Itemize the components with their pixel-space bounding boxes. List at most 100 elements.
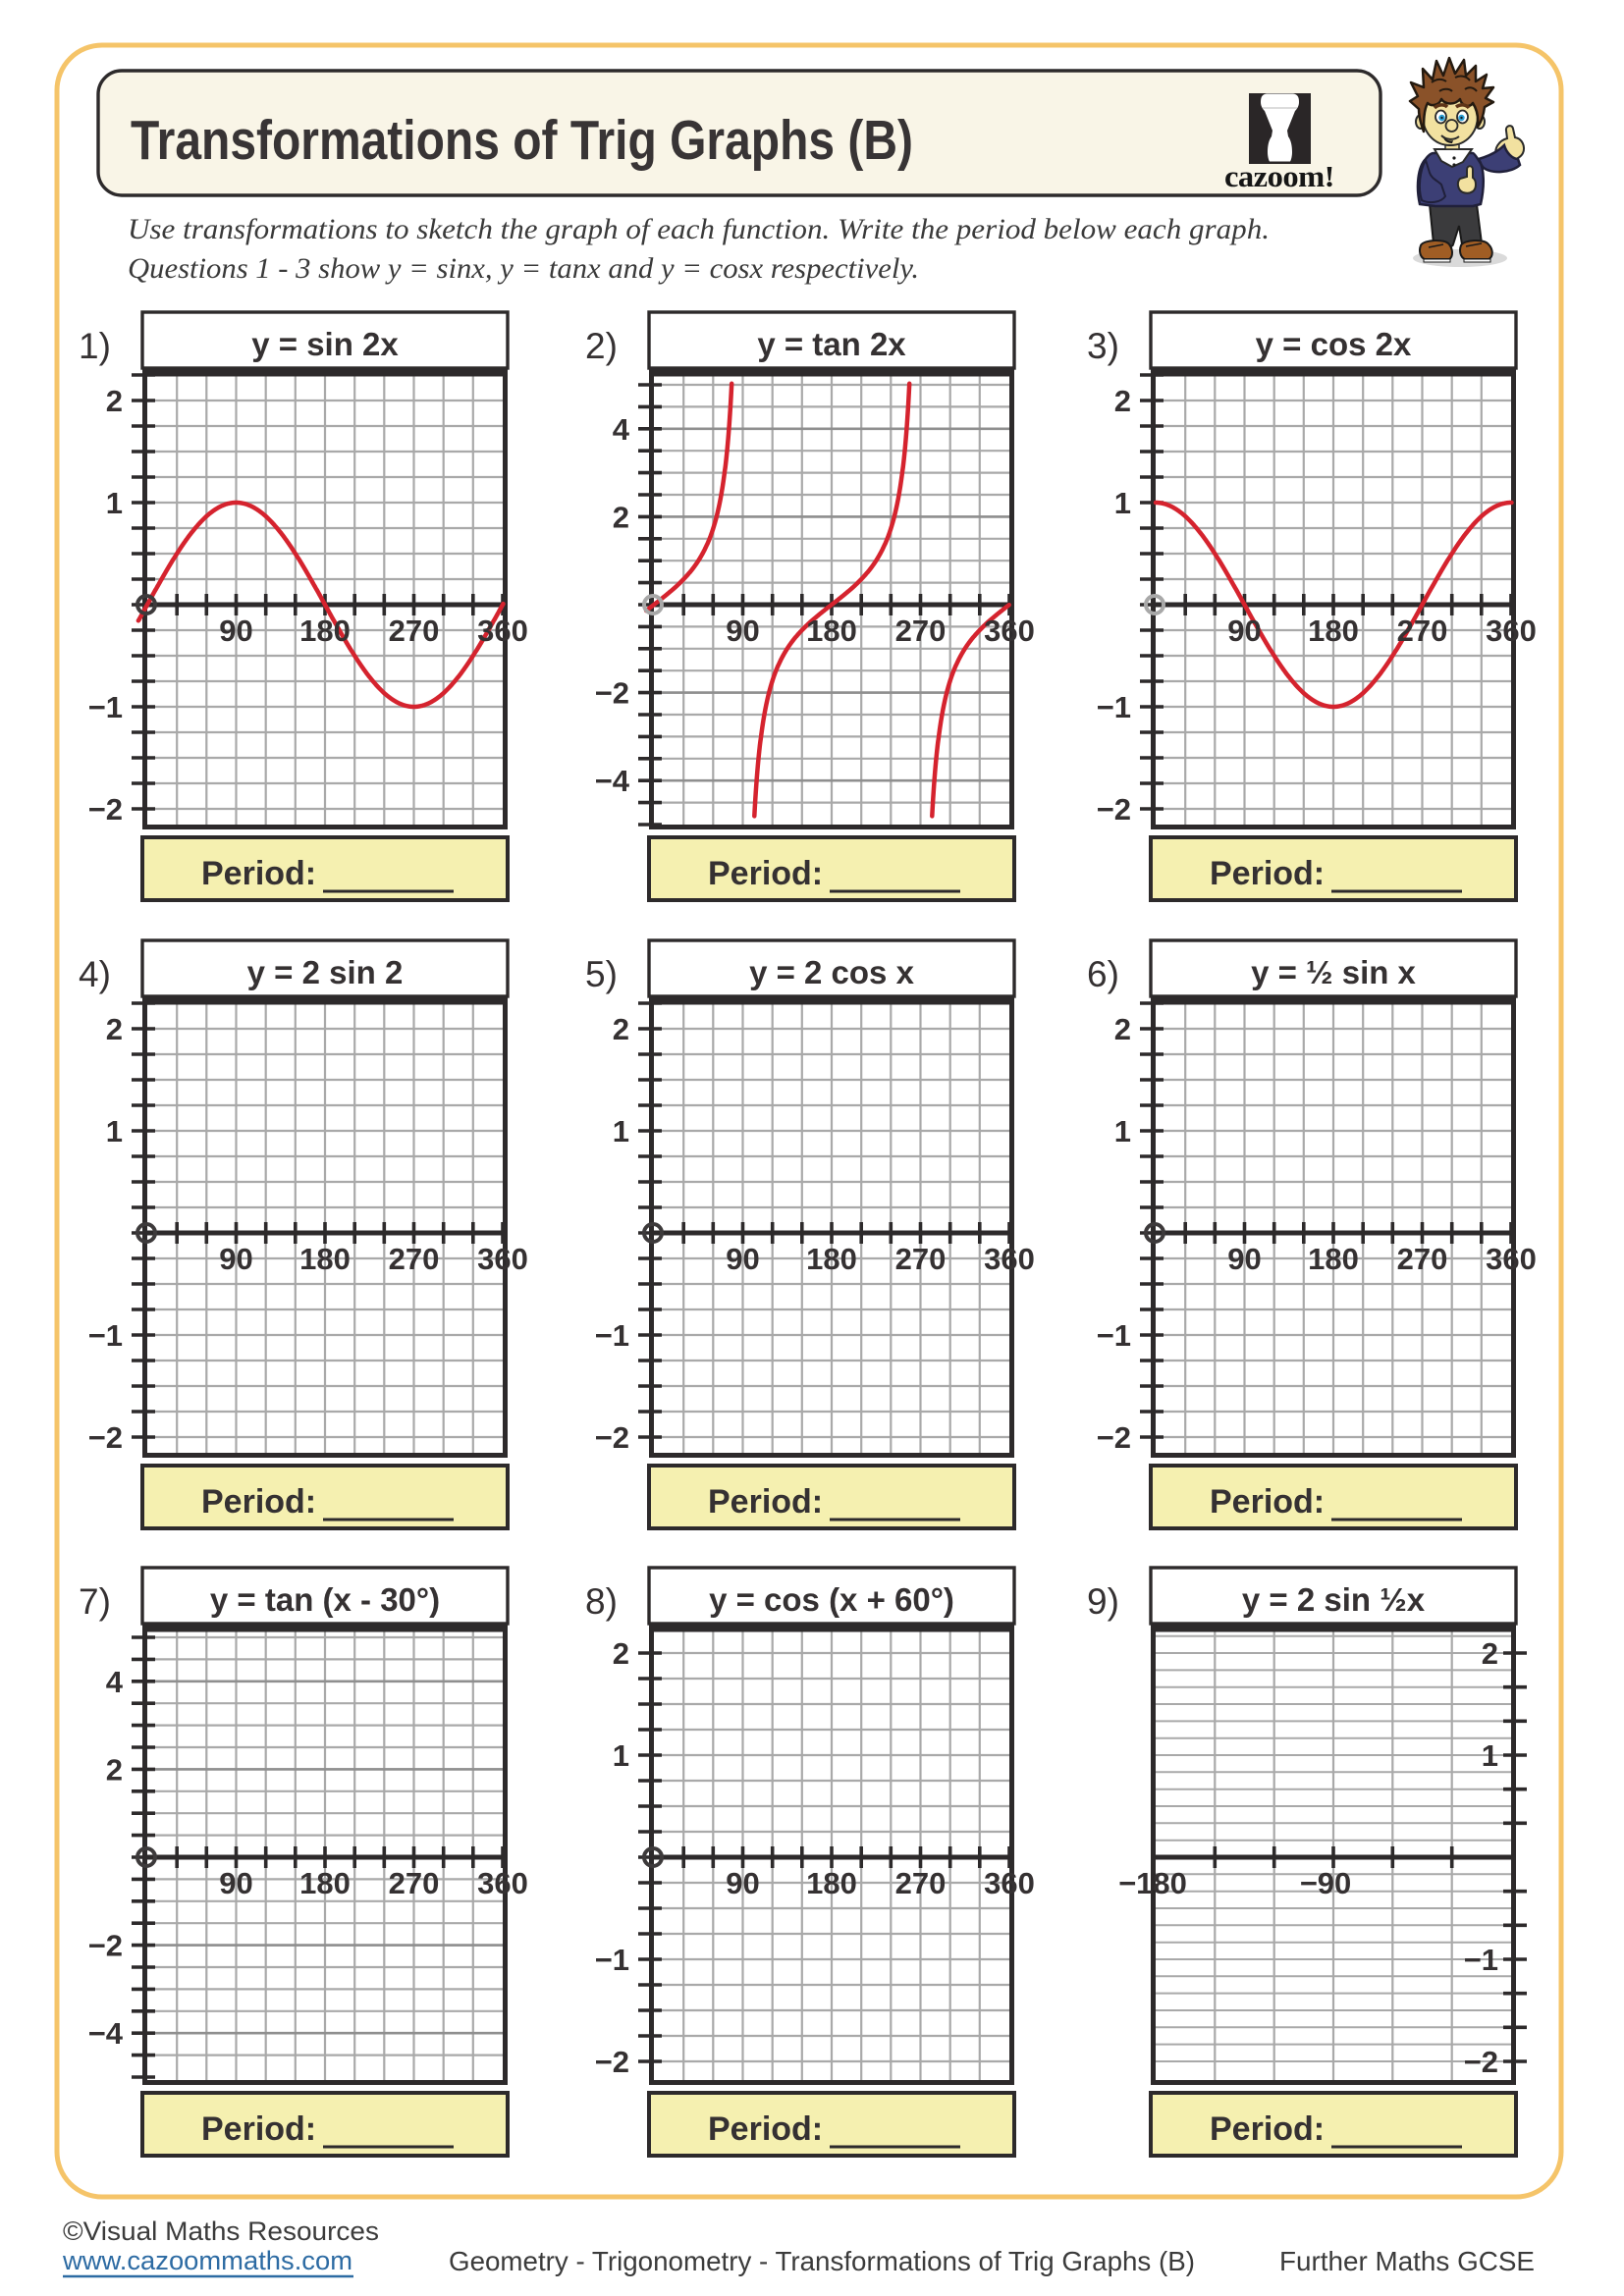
- svg-text:Geometry - Trigonometry - Tran: Geometry - Trigonometry - Transformation…: [449, 2246, 1195, 2276]
- svg-text:Period:: Period:: [708, 855, 823, 892]
- svg-text:270: 270: [895, 1242, 947, 1276]
- svg-text:−2: −2: [88, 1929, 123, 1963]
- svg-text:−1: −1: [595, 1318, 629, 1353]
- svg-text:1): 1): [79, 326, 111, 366]
- svg-text:180: 180: [1308, 1242, 1359, 1276]
- svg-text:−2: −2: [1097, 792, 1131, 827]
- svg-text:−4: −4: [88, 2016, 124, 2051]
- svg-text:270: 270: [389, 1866, 440, 1900]
- svg-text:1: 1: [106, 486, 123, 520]
- svg-text:y = tan 2x: y = tan 2x: [757, 326, 906, 362]
- svg-text:−2: −2: [88, 792, 123, 827]
- svg-text:360: 360: [984, 1866, 1035, 1900]
- svg-text:90: 90: [726, 1242, 759, 1276]
- svg-text:−180: −180: [1118, 1866, 1187, 1900]
- svg-text:2: 2: [106, 384, 123, 418]
- svg-text:270: 270: [389, 614, 440, 648]
- svg-text:Transformations of Trig Graphs: Transformations of Trig Graphs (B): [131, 109, 913, 172]
- svg-text:90: 90: [219, 1242, 252, 1276]
- svg-text:2: 2: [613, 1012, 629, 1046]
- svg-text:Period:: Period:: [1210, 2110, 1325, 2148]
- svg-text:360: 360: [477, 614, 528, 648]
- svg-text:−2: −2: [595, 2045, 629, 2079]
- svg-text:−1: −1: [1097, 1318, 1131, 1353]
- svg-text:2: 2: [1114, 1012, 1131, 1046]
- svg-text:y = 2 sin ½x: y = 2 sin ½x: [1242, 1581, 1426, 1618]
- svg-text:3): 3): [1087, 326, 1119, 366]
- svg-text:2: 2: [1482, 1636, 1498, 1671]
- svg-text:180: 180: [806, 1866, 857, 1900]
- svg-text:1: 1: [1114, 486, 1131, 520]
- svg-text:4: 4: [106, 1665, 124, 1699]
- svg-text:270: 270: [1397, 614, 1448, 648]
- svg-text:8): 8): [585, 1581, 618, 1622]
- svg-text:Period:: Period:: [201, 2110, 316, 2148]
- svg-text:360: 360: [477, 1242, 528, 1276]
- svg-text:1: 1: [613, 1114, 629, 1148]
- svg-text:2): 2): [585, 326, 618, 366]
- svg-text:−2: −2: [595, 676, 629, 711]
- svg-text:4: 4: [613, 412, 630, 447]
- svg-text:y = 2 sin 2: y = 2 sin 2: [247, 954, 404, 990]
- svg-text:1: 1: [1114, 1114, 1131, 1148]
- svg-text:180: 180: [299, 1242, 351, 1276]
- svg-text:90: 90: [219, 614, 252, 648]
- svg-text:Questions 1 - 3 show y = sinx,: Questions 1 - 3 show y = sinx, y = tanx …: [128, 252, 919, 285]
- svg-text:270: 270: [1397, 1242, 1448, 1276]
- svg-text:−2: −2: [1097, 1420, 1131, 1455]
- svg-text:y = tan (x - 30°): y = tan (x - 30°): [210, 1581, 440, 1618]
- svg-text:5): 5): [585, 954, 618, 994]
- svg-text:180: 180: [299, 1866, 351, 1900]
- svg-text:2: 2: [1114, 384, 1131, 418]
- svg-text:−1: −1: [595, 1943, 629, 1977]
- svg-text:−4: −4: [595, 764, 630, 798]
- svg-text:180: 180: [1308, 614, 1359, 648]
- svg-text:7): 7): [79, 1581, 111, 1622]
- svg-text:−2: −2: [595, 1420, 629, 1455]
- svg-text:90: 90: [726, 614, 759, 648]
- svg-text:360: 360: [477, 1866, 528, 1900]
- svg-text:360: 360: [984, 1242, 1035, 1276]
- svg-text:360: 360: [984, 614, 1035, 648]
- svg-text:©Visual Maths Resources: ©Visual Maths Resources: [63, 2216, 379, 2246]
- svg-text:Period:: Period:: [708, 2110, 823, 2148]
- svg-text:1: 1: [1482, 1738, 1498, 1773]
- svg-text:2: 2: [106, 1012, 123, 1046]
- svg-text:Period:: Period:: [708, 1483, 823, 1521]
- svg-text:6): 6): [1087, 954, 1119, 994]
- svg-text:1: 1: [106, 1114, 123, 1148]
- svg-text:−1: −1: [88, 690, 123, 724]
- svg-text:y = sin 2x: y = sin 2x: [251, 326, 399, 362]
- svg-text:1: 1: [613, 1738, 629, 1773]
- svg-text:90: 90: [1227, 1242, 1261, 1276]
- svg-text:−90: −90: [1300, 1866, 1352, 1900]
- svg-text:−1: −1: [1097, 690, 1131, 724]
- svg-text:2: 2: [613, 500, 629, 534]
- svg-text:360: 360: [1486, 614, 1537, 648]
- svg-text:180: 180: [299, 614, 351, 648]
- svg-text:cazoom!: cazoom!: [1224, 159, 1334, 193]
- svg-text:−1: −1: [1464, 1943, 1498, 1977]
- svg-text:270: 270: [895, 614, 947, 648]
- svg-text:Period:: Period:: [201, 1483, 316, 1521]
- svg-text:−2: −2: [88, 1420, 123, 1455]
- svg-text:4): 4): [79, 954, 111, 994]
- svg-text:www.cazoommaths.com: www.cazoommaths.com: [62, 2246, 352, 2275]
- svg-text:90: 90: [1227, 614, 1261, 648]
- svg-text:90: 90: [726, 1866, 759, 1900]
- svg-text:270: 270: [895, 1866, 947, 1900]
- svg-text:y = cos (x + 60°): y = cos (x + 60°): [709, 1581, 954, 1618]
- svg-text:Further Maths GCSE: Further Maths GCSE: [1279, 2246, 1535, 2276]
- svg-text:2: 2: [613, 1636, 629, 1671]
- svg-text:Period:: Period:: [201, 855, 316, 892]
- svg-text:360: 360: [1486, 1242, 1537, 1276]
- svg-text:−1: −1: [88, 1318, 123, 1353]
- svg-text:180: 180: [806, 614, 857, 648]
- svg-text:y = cos 2x: y = cos 2x: [1256, 326, 1412, 362]
- svg-text:y = 2 cos x: y = 2 cos x: [749, 954, 915, 990]
- svg-text:Period:: Period:: [1210, 1483, 1325, 1521]
- svg-text:2: 2: [106, 1752, 123, 1787]
- svg-text:−2: −2: [1464, 2045, 1498, 2079]
- svg-text:y = ½ sin x: y = ½ sin x: [1251, 954, 1416, 990]
- svg-text:270: 270: [389, 1242, 440, 1276]
